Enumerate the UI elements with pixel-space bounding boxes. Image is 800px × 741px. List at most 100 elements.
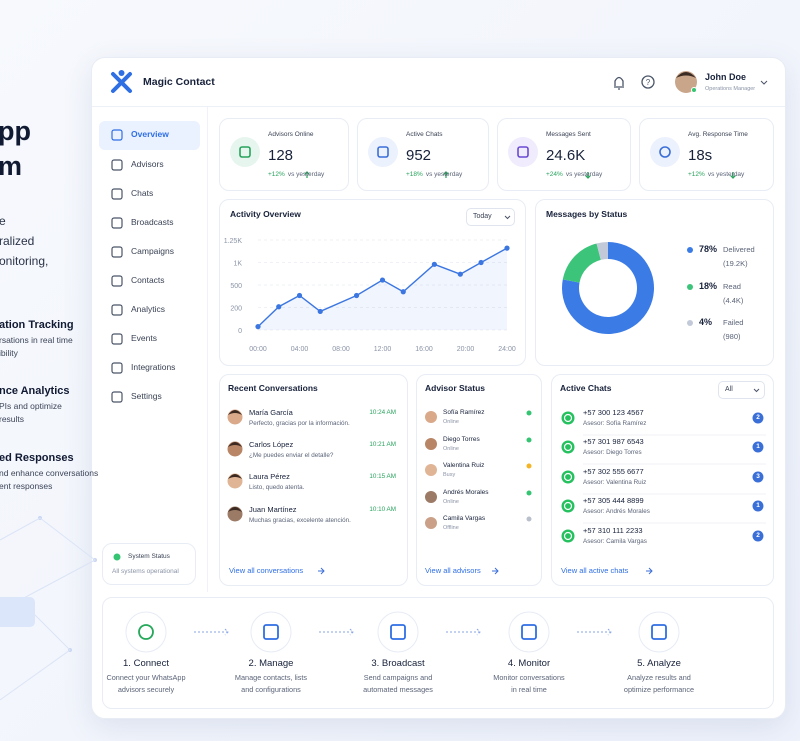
chevron[interactable] [760, 80, 768, 85]
nav-item[interactable]: Contacts [131, 275, 165, 285]
help-icon[interactable] [641, 75, 655, 89]
view-all-link[interactable]: View all advisors [425, 566, 481, 575]
point [379, 277, 386, 283]
phone-number[interactable]: +57 310 111 2233 [583, 526, 643, 535]
stat-change: +24% [546, 171, 563, 178]
count-badge [752, 471, 764, 483]
hero-text: e [0, 214, 6, 228]
step-icon [390, 624, 406, 640]
stat-icon [377, 146, 389, 158]
step-title: 5. Analyze [637, 658, 681, 669]
advisor-name: Diego Torres [443, 436, 480, 443]
step-connector [577, 628, 612, 636]
point [317, 308, 323, 315]
point [504, 245, 510, 251]
stat-note: vs yesterday [707, 171, 745, 178]
step-text: advisors securely [117, 685, 175, 694]
view-all-link[interactable]: View all conversations [229, 566, 304, 575]
filter-box[interactable] [466, 208, 515, 226]
stat-note: vs yesterday [425, 171, 463, 178]
floating-card [0, 597, 35, 627]
step-text: in real time [511, 685, 547, 694]
assigned-advisor: Asesor: Sofía Ramírez [583, 420, 647, 427]
advisors-card [416, 374, 542, 586]
nav-item[interactable]: Broadcasts [131, 217, 174, 227]
y-tick-label: 1K [233, 261, 242, 268]
point [276, 304, 282, 310]
stat-change: +12% [688, 171, 705, 178]
whatsapp-glyph [563, 413, 573, 423]
avatar [425, 517, 437, 529]
system-status-title: System Status [128, 553, 170, 560]
whatsapp-icon [561, 411, 575, 425]
phone-number[interactable]: +57 301 987 6543 [583, 437, 644, 446]
stat-change-row: +18% vs yesterday [406, 171, 462, 178]
step-icon-bg [638, 611, 680, 653]
message-preview: Muchas gracias, excelente atención. [249, 517, 351, 524]
view-all-link[interactable]: View all active chats [561, 566, 629, 575]
x-tick-label: 16:00 [415, 346, 433, 353]
card-title: Advisor Status [425, 383, 485, 393]
nav-item[interactable]: Analytics [131, 304, 166, 314]
nav-icon [111, 159, 123, 171]
stat-icon-bg [650, 137, 680, 167]
step-icon [651, 624, 667, 640]
advisor-status: Busy [443, 472, 456, 478]
whatsapp-icon [561, 529, 575, 543]
stat-value: 18s [688, 147, 713, 164]
hero-text: onitoring, [0, 254, 49, 268]
nav-item[interactable]: Settings [131, 391, 162, 401]
stat-change-row: +12% vs yesterday [268, 171, 324, 178]
trend-arrow [730, 172, 736, 179]
stat-icon-bg [230, 137, 260, 167]
phone-number[interactable]: +57 302 555 6677 [583, 467, 644, 476]
point [457, 271, 463, 277]
logo-head [118, 70, 125, 76]
message-time: 10:10 AM [369, 506, 396, 513]
legend-label: Read [723, 282, 741, 291]
step-icon-bg [125, 611, 167, 653]
link-arrow [492, 567, 499, 575]
legend-dot [687, 247, 693, 253]
point [353, 292, 360, 299]
phone-number[interactable]: +57 305 444 8899 [583, 496, 644, 505]
nav-item[interactable]: Advisors [131, 159, 164, 169]
y-tick-label: 1.25K [224, 238, 243, 245]
nav-item[interactable]: Chats [131, 188, 154, 198]
x-tick-label: 12:00 [374, 346, 392, 353]
chat-count: 1 [756, 443, 760, 450]
step-title: 1. Connect [123, 658, 169, 669]
filter-label[interactable]: Today [473, 213, 492, 220]
avatar [425, 438, 437, 450]
stat-note: vs yesterday [287, 171, 325, 178]
legend-count: (980) [723, 332, 741, 341]
step-icon-bg [377, 611, 419, 653]
y-tick-label: 500 [230, 283, 242, 290]
user-avatar[interactable] [675, 71, 697, 93]
nav-item[interactable]: Campaigns [131, 246, 174, 256]
nav-item[interactable]: Overview [131, 129, 169, 139]
step-text: optimize performance [623, 685, 695, 694]
filter-label[interactable]: All [725, 386, 733, 393]
filter-box[interactable] [718, 381, 765, 399]
bell-icon[interactable] [614, 76, 624, 90]
y-tick-label: 200 [230, 306, 242, 313]
message-time: 10:21 AM [369, 441, 396, 448]
phone-number[interactable]: +57 300 123 4567 [583, 408, 644, 417]
stat-value: 128 [268, 147, 294, 164]
online-dot [691, 87, 697, 93]
feature-text: nd enhance conversations [0, 468, 99, 478]
point [255, 324, 261, 330]
x-tick-label: 24:00 [498, 346, 516, 353]
nav-icon [111, 217, 123, 229]
nav-item[interactable]: Integrations [131, 362, 176, 372]
feature-title: ation Tracking [0, 319, 74, 331]
feature-title: nce Analytics [0, 385, 70, 397]
stat-value: 952 [406, 147, 432, 164]
step-icon [138, 624, 154, 640]
stat-change-row: +12% vs yesterday [688, 171, 744, 178]
nav-item[interactable]: Events [131, 333, 157, 343]
avatar [425, 491, 437, 503]
